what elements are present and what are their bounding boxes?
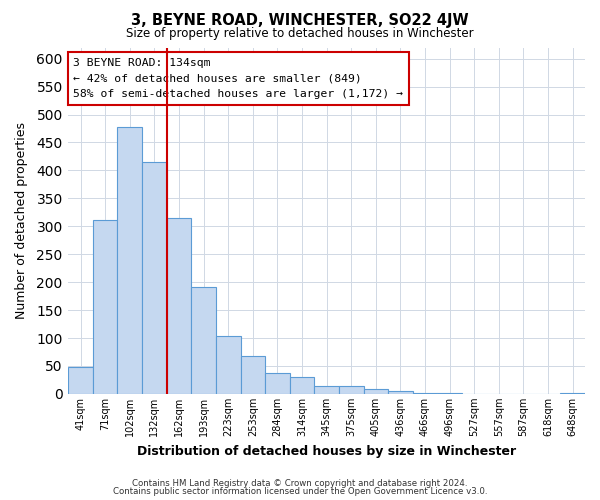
Text: Contains public sector information licensed under the Open Government Licence v3: Contains public sector information licen… — [113, 487, 487, 496]
Bar — [364, 389, 388, 394]
Text: 3, BEYNE ROAD, WINCHESTER, SO22 4JW: 3, BEYNE ROAD, WINCHESTER, SO22 4JW — [131, 12, 469, 28]
Y-axis label: Number of detached properties: Number of detached properties — [15, 122, 28, 319]
Bar — [314, 386, 339, 394]
Bar — [290, 376, 314, 394]
Bar — [68, 367, 93, 394]
Bar — [142, 162, 167, 394]
Bar — [339, 386, 364, 394]
Bar — [437, 393, 462, 394]
Text: 3 BEYNE ROAD: 134sqm
← 42% of detached houses are smaller (849)
58% of semi-deta: 3 BEYNE ROAD: 134sqm ← 42% of detached h… — [73, 58, 403, 99]
Text: Size of property relative to detached houses in Winchester: Size of property relative to detached ho… — [126, 28, 474, 40]
Bar — [560, 393, 585, 394]
X-axis label: Distribution of detached houses by size in Winchester: Distribution of detached houses by size … — [137, 444, 516, 458]
Text: Contains HM Land Registry data © Crown copyright and database right 2024.: Contains HM Land Registry data © Crown c… — [132, 478, 468, 488]
Bar — [265, 372, 290, 394]
Bar — [191, 286, 216, 394]
Bar — [118, 127, 142, 394]
Bar — [413, 393, 437, 394]
Bar — [167, 218, 191, 394]
Bar — [241, 356, 265, 394]
Bar — [93, 220, 118, 394]
Bar — [216, 336, 241, 394]
Bar — [388, 391, 413, 394]
